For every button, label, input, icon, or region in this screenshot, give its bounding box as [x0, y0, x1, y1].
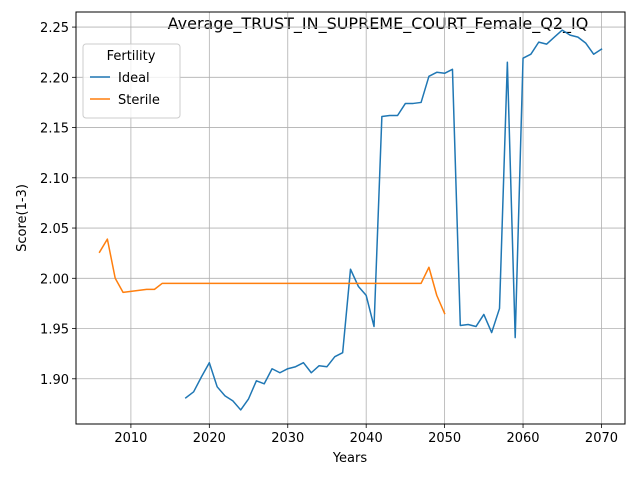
y-tick-label: 2.00: [40, 272, 69, 287]
grid: [76, 12, 625, 424]
chart-title: Average_TRUST_IN_SUPREME_COURT_Female_Q2…: [168, 14, 589, 34]
y-tick-label: 2.20: [40, 71, 69, 86]
y-tick-label: 2.10: [40, 172, 69, 187]
y-axis: 1.90 1.95 2.00 2.05 2.10 2.15 2.20 2.25: [40, 21, 76, 388]
series-line-ideal: [184, 29, 603, 411]
legend-title: Fertility: [107, 49, 156, 64]
legend-label-ideal: Ideal: [118, 71, 150, 86]
x-tick-label: 2070: [585, 431, 618, 446]
x-tick-label: 2030: [271, 431, 304, 446]
y-tick-label: 1.95: [40, 323, 69, 338]
legend: Fertility Ideal Sterile: [82, 43, 181, 119]
legend-label-sterile: Sterile: [118, 93, 160, 108]
x-tick-label: 2040: [350, 431, 383, 446]
x-tick-label: 2060: [506, 431, 539, 446]
y-tick-label: 2.05: [40, 222, 69, 237]
series-line-sterile: [98, 238, 446, 315]
x-axis: 2010 2020 2030 2040 2050 2060 2070: [114, 424, 618, 446]
y-axis-label: Score(1-3): [15, 184, 30, 252]
x-tick-label: 2010: [114, 431, 147, 446]
x-tick-label: 2050: [428, 431, 461, 446]
x-axis-label: Years: [332, 451, 368, 466]
plot-frame: [75, 11, 626, 425]
series-lines: [98, 29, 603, 411]
y-tick-label: 1.90: [40, 373, 69, 388]
y-tick-label: 2.15: [40, 122, 69, 137]
y-tick-label: 2.25: [40, 21, 69, 36]
x-tick-label: 2020: [193, 431, 226, 446]
